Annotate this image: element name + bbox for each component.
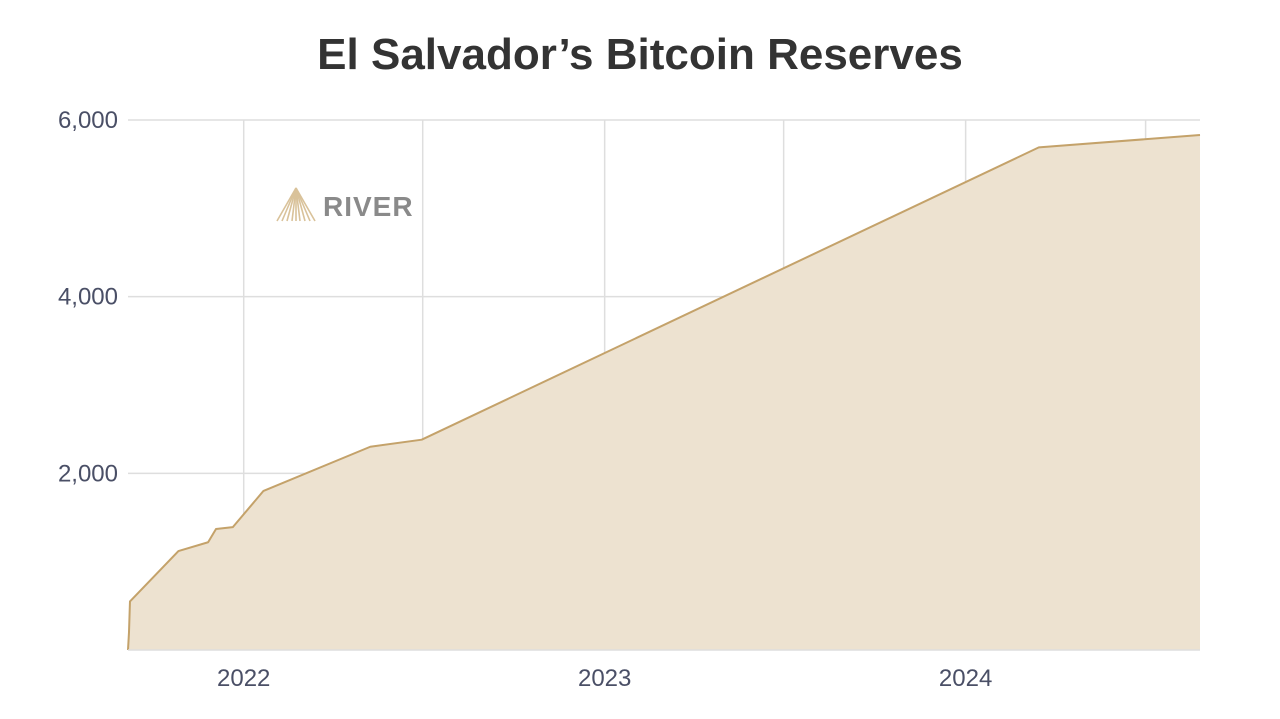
y-tick-label: 4,000 bbox=[58, 284, 118, 311]
axis-layer: 2,000 4,000 6,000 2022 2023 2024 bbox=[58, 107, 1200, 692]
y-tick-label: 6,000 bbox=[58, 107, 118, 134]
series-area bbox=[128, 135, 1200, 650]
series-line bbox=[127, 134, 1201, 651]
river-logo: RIVER bbox=[276, 187, 414, 222]
y-tick-label: 2,000 bbox=[58, 460, 118, 487]
x-tick-label: 2022 bbox=[217, 665, 270, 692]
x-tick-label: 2024 bbox=[939, 665, 992, 692]
river-logo-text: RIVER bbox=[323, 191, 414, 222]
chart-title: El Salvador’s Bitcoin Reserves bbox=[317, 30, 963, 79]
area-layer bbox=[127, 134, 1201, 651]
river-logo-icon bbox=[276, 187, 316, 222]
x-tick-label: 2023 bbox=[578, 665, 631, 692]
